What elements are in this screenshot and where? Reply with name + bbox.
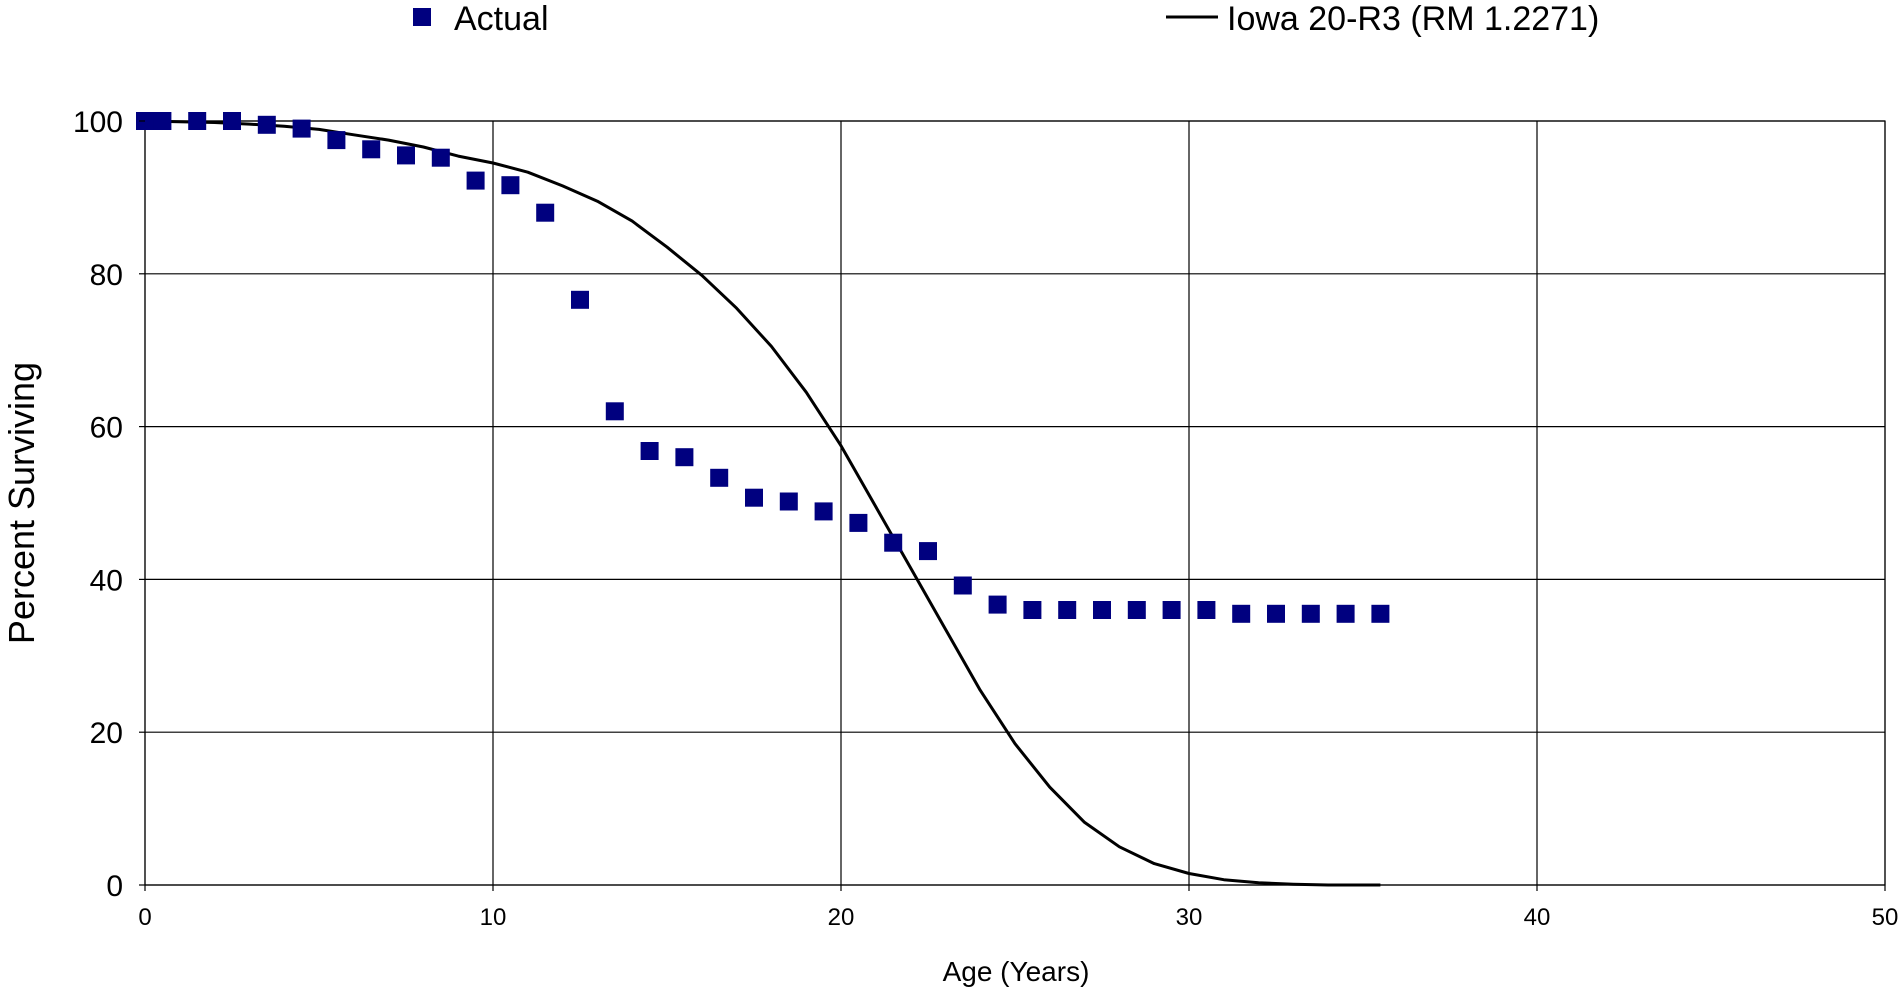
actual-point — [1127, 601, 1146, 619]
actual-point — [1267, 604, 1285, 623]
actual-point — [1336, 604, 1355, 623]
actual-point — [779, 492, 798, 511]
actual-point — [1301, 604, 1320, 623]
actual-point — [884, 533, 903, 552]
x-tick-label: 30 — [1176, 904, 1203, 931]
actual-point — [536, 203, 555, 222]
actual-point — [397, 146, 415, 165]
actual-point — [466, 171, 485, 190]
actual-point — [292, 119, 311, 138]
y-tick-label: 60 — [90, 412, 123, 445]
curve-layer — [144, 119, 1381, 887]
y-tick-label: 20 — [90, 717, 123, 750]
legend-marker-actual — [413, 8, 431, 26]
actual-point — [431, 148, 450, 167]
y-axis-title: Percent Surviving — [1, 362, 42, 644]
y-tick-label: 80 — [90, 259, 123, 292]
actual-point — [1162, 601, 1181, 619]
actual-point — [1058, 601, 1077, 619]
actual-point — [571, 290, 589, 309]
legend: Actual Iowa 20-R3 (RM 1.2271) — [413, 0, 1599, 38]
x-tick-label: 10 — [480, 904, 507, 931]
actual-point — [675, 448, 694, 467]
y-tick-label: 0 — [106, 870, 123, 903]
actual-point — [1197, 601, 1216, 619]
actual-point — [814, 502, 833, 521]
actual-point — [188, 112, 207, 130]
x-tick-label: 50 — [1872, 904, 1899, 931]
y-tick-label: 40 — [90, 564, 123, 597]
actual-point — [327, 131, 346, 150]
actual-point — [988, 595, 1007, 614]
actual-point — [1093, 601, 1111, 619]
actual-point — [1371, 604, 1390, 623]
actual-point — [362, 140, 381, 159]
actual-point — [640, 442, 659, 460]
actual-point — [849, 513, 868, 532]
x-tick-label: 0 — [138, 904, 151, 931]
series-line-iowa-curve — [144, 119, 1381, 887]
actual-point — [953, 576, 972, 595]
actual-point — [1232, 604, 1251, 623]
x-axis-title: Age (Years) — [943, 956, 1090, 987]
tick-layer: 0 20 40 60 80 100 0 10 20 30 40 50 — [73, 106, 1898, 931]
actual-point — [153, 112, 172, 130]
marker-layer — [136, 112, 1390, 623]
y-tick-label: 100 — [73, 106, 123, 139]
actual-point — [745, 488, 763, 507]
actual-point — [1023, 601, 1042, 619]
x-tick-label: 40 — [1524, 904, 1551, 931]
grid-layer — [144, 120, 1886, 886]
actual-point — [257, 115, 276, 134]
actual-point — [605, 402, 624, 421]
actual-point — [223, 112, 241, 130]
plot-area-border — [144, 120, 1886, 886]
actual-point — [919, 542, 937, 561]
legend-label-actual: Actual — [454, 0, 549, 38]
x-tick-label: 20 — [828, 904, 855, 931]
actual-point — [501, 176, 520, 195]
actual-point — [710, 468, 729, 487]
legend-label-curve: Iowa 20-R3 (RM 1.2271) — [1227, 0, 1599, 38]
